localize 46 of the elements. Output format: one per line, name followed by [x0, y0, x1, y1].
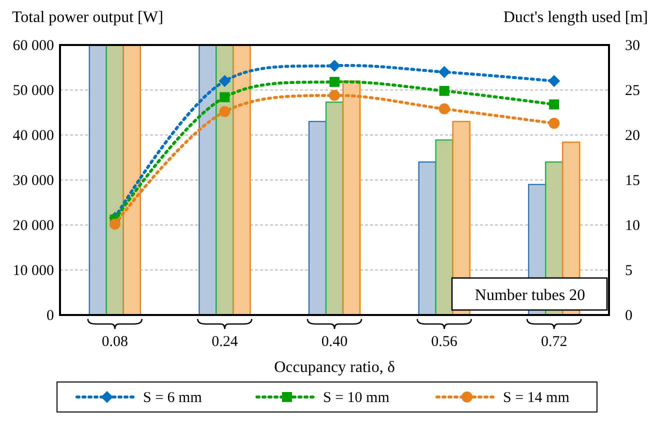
bar — [106, 44, 124, 316]
point — [219, 106, 230, 118]
legend-label: S = 6 mm — [143, 390, 202, 406]
x-axis-title: Occupancy ratio, δ — [274, 359, 395, 376]
y2-tick-label: 0 — [625, 308, 632, 324]
point — [549, 99, 560, 110]
bar — [308, 120, 327, 316]
y2-tick-label: 15 — [625, 173, 640, 189]
point — [439, 86, 450, 96]
point — [329, 90, 340, 101]
bar — [88, 44, 107, 316]
bar — [325, 102, 344, 316]
y-tick-label: 60 000 — [12, 38, 54, 54]
y-tick-label: 20 000 — [12, 218, 54, 234]
y2-axis-title: Duct's length used [m] — [503, 9, 648, 26]
bar — [435, 139, 454, 316]
annotation: Number tubes 20 — [474, 287, 586, 304]
legend-label: S = 10 mm — [323, 390, 390, 406]
x-tick-label: 0.56 — [431, 334, 458, 350]
x-tick-label: 0.08 — [102, 334, 128, 350]
point — [220, 92, 230, 102]
y2-tick-label: 5 — [625, 263, 632, 279]
y-tick-label: 10 000 — [12, 263, 54, 279]
y2-tick-label: 10 — [625, 218, 640, 234]
point — [438, 103, 450, 114]
point — [328, 60, 340, 72]
y-tick-label: 50 000 — [12, 83, 54, 99]
point — [548, 75, 560, 87]
x-tick-label: 0.40 — [321, 334, 348, 350]
y2-tick-label: 30 — [625, 38, 640, 54]
legend-label: S = 14 mm — [503, 390, 570, 406]
point — [218, 75, 231, 87]
x-tick-label: 0.24 — [212, 334, 238, 350]
y-axis-title: Total power output [W] — [12, 9, 164, 26]
point — [330, 76, 340, 87]
point — [438, 66, 450, 78]
y-tick-label: 30 000 — [12, 173, 54, 189]
bar — [216, 44, 234, 316]
point — [548, 118, 560, 129]
point — [109, 218, 120, 230]
y2-tick-label: 25 — [625, 83, 640, 99]
bar — [418, 161, 436, 316]
y2-tick-label: 20 — [625, 128, 640, 144]
y-tick-label: 40 000 — [12, 128, 54, 144]
x-tick-label: 0.72 — [540, 334, 568, 350]
y-tick-label: 0 — [46, 308, 54, 324]
